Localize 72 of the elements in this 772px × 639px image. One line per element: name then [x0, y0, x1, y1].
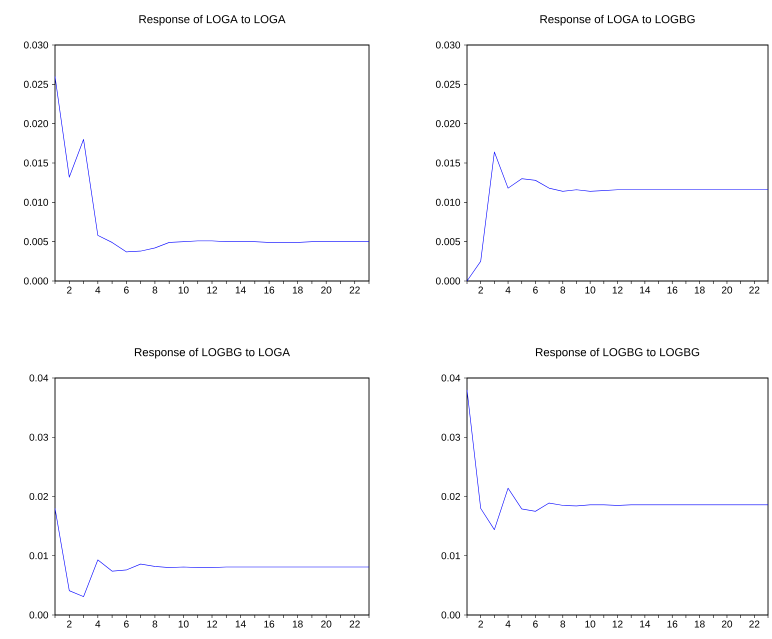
x-tick-label: 22 — [350, 620, 360, 628]
y-tick-label: 0.00 — [441, 611, 460, 619]
x-tick-label: 12 — [207, 620, 218, 628]
y-tick-label: 0.020 — [436, 120, 460, 128]
y-tick-label: 0.03 — [29, 434, 48, 441]
y-tick-label: 0.000 — [436, 277, 460, 285]
y-tick-label: 0.015 — [24, 159, 48, 167]
y-tick-label: 0.010 — [24, 198, 48, 206]
x-tick-label: 8 — [560, 286, 566, 294]
x-tick-label: 14 — [640, 286, 650, 294]
y-tick-label: 0.020 — [24, 120, 48, 128]
x-tick-label: 2 — [478, 620, 483, 628]
y-tick-label: 0.010 — [436, 198, 460, 206]
y-tick-label: 0.02 — [441, 492, 460, 500]
x-tick-label: 10 — [585, 286, 596, 294]
x-tick-label: 4 — [506, 620, 511, 628]
x-tick-label: 10 — [178, 286, 189, 294]
y-tick-label: 0.03 — [441, 434, 460, 441]
x-tick-label: 22 — [749, 286, 760, 294]
x-tick-label: 10 — [585, 620, 596, 628]
x-tick-label: 6 — [124, 286, 129, 294]
x-tick-label: 20 — [722, 286, 732, 294]
x-tick-label: 22 — [749, 620, 760, 628]
x-tick-label: 2 — [67, 620, 72, 628]
y-tick-label: 0.025 — [436, 80, 460, 88]
x-tick-label: 16 — [667, 620, 678, 628]
chart-title: Response of LOGA to LOGA — [139, 14, 286, 26]
x-tick-label: 14 — [236, 620, 246, 628]
x-tick-label: 14 — [236, 286, 246, 294]
x-tick-label: 16 — [264, 286, 274, 294]
x-tick-label: 18 — [694, 286, 705, 294]
x-tick-label: 22 — [350, 286, 360, 294]
y-tick-label: 0.030 — [24, 41, 48, 49]
x-tick-label: 20 — [321, 286, 332, 294]
x-tick-label: 18 — [292, 286, 303, 294]
y-tick-label: 0.04 — [441, 374, 460, 382]
x-tick-label: 6 — [533, 286, 538, 294]
y-tick-label: 0.00 — [29, 611, 48, 619]
x-tick-label: 6 — [533, 620, 538, 628]
y-tick-label: 0.01 — [29, 552, 48, 560]
x-tick-label: 16 — [264, 620, 274, 628]
y-tick-label: 0.030 — [436, 41, 460, 49]
x-tick-label: 4 — [506, 286, 511, 294]
y-tick-label: 0.005 — [436, 238, 460, 246]
x-tick-label: 20 — [321, 620, 332, 628]
x-tick-label: 16 — [667, 286, 678, 294]
x-tick-label: 8 — [152, 286, 158, 294]
y-tick-label: 0.01 — [441, 552, 460, 560]
x-tick-label: 8 — [152, 620, 158, 628]
x-tick-label: 4 — [95, 620, 100, 628]
y-tick-label: 0.02 — [29, 492, 48, 500]
y-tick-label: 0.000 — [24, 277, 48, 285]
x-tick-label: 2 — [478, 286, 483, 294]
chart-title: Response of LOGBG to LOGA — [134, 348, 290, 359]
chart-title: Response of LOGBG to LOGBG — [536, 348, 700, 359]
x-tick-label: 8 — [560, 620, 566, 628]
y-tick-label: 0.005 — [24, 238, 48, 246]
x-tick-label: 18 — [292, 620, 303, 628]
y-tick-label: 0.025 — [24, 80, 48, 88]
x-tick-label: 12 — [612, 620, 623, 628]
x-tick-label: 6 — [124, 620, 129, 628]
x-tick-label: 10 — [178, 620, 189, 628]
chart-title: Response of LOGA to LOGBG — [540, 14, 695, 26]
x-tick-label: 18 — [694, 620, 705, 628]
x-tick-label: 14 — [640, 620, 650, 628]
y-tick-label: 0.04 — [29, 374, 48, 382]
y-tick-label: 0.015 — [436, 159, 460, 167]
x-tick-label: 20 — [722, 620, 732, 628]
x-tick-label: 2 — [67, 286, 72, 294]
x-tick-label: 4 — [95, 286, 100, 294]
x-tick-label: 12 — [612, 286, 623, 294]
x-tick-label: 12 — [207, 286, 218, 294]
